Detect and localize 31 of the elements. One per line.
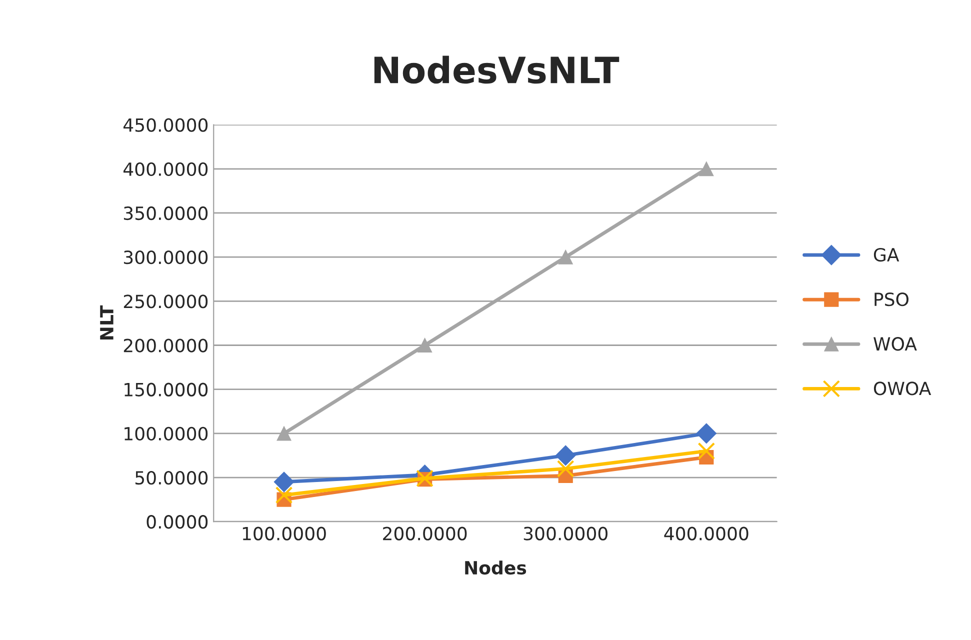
y-axis-title: NLT <box>100 305 114 340</box>
point <box>699 162 714 176</box>
y-tick-label: 300.0000 <box>124 250 208 264</box>
y-tick-label: 350.0000 <box>124 206 208 220</box>
y-tick-label: 150.0000 <box>124 382 208 396</box>
x-axis-title: Nodes <box>465 560 526 575</box>
x-tick-label: 300.0000 <box>524 526 608 540</box>
point <box>696 423 717 444</box>
point <box>275 486 293 504</box>
y-tick-label: 450.0000 <box>123 118 208 132</box>
y-tick-label: 50.0000 <box>135 470 208 485</box>
legend-label: GA <box>874 248 900 262</box>
point <box>274 472 294 492</box>
chart-title: NodesVsNLT <box>374 56 620 84</box>
x-tick-label: 400.0000 <box>664 526 748 540</box>
y-tick-label: 400.0000 <box>123 162 208 176</box>
y-tick-label: 100.0000 <box>124 426 208 441</box>
point <box>555 445 576 466</box>
y-tick-label: 0.0000 <box>146 515 208 529</box>
x-tick-label: 200.0000 <box>383 526 467 540</box>
legend-label: PSO <box>874 292 908 306</box>
point <box>418 338 432 353</box>
point <box>558 250 573 264</box>
legend-label: OWOA <box>874 382 932 396</box>
y-tick-label: 200.0000 <box>124 338 208 352</box>
point <box>556 460 574 478</box>
legend-label: WOA <box>874 337 917 351</box>
point <box>698 442 716 460</box>
x-tick-label: 100.0000 <box>242 526 326 540</box>
point <box>276 426 292 441</box>
y-tick-label: 250.0000 <box>124 294 208 308</box>
